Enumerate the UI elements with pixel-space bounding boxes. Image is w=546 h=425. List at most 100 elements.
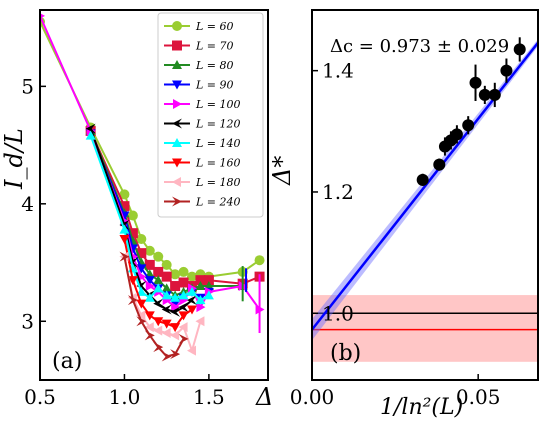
- series-7-point: [136, 299, 147, 309]
- series-6-point: [119, 224, 130, 234]
- series-6-point: [203, 290, 214, 300]
- series-5-point: [136, 281, 147, 292]
- series-1-point: [161, 271, 172, 282]
- series-1-point: [170, 281, 181, 292]
- series-1-point: [119, 201, 130, 212]
- series-8-point: [161, 328, 171, 339]
- series-6-point: [153, 283, 164, 293]
- series-1-point: [144, 259, 155, 270]
- series-9-point: [161, 351, 172, 362]
- series-7-point: [170, 323, 181, 333]
- legend-entry: L = 90: [195, 79, 234, 92]
- series-0-point: [119, 189, 130, 200]
- series-6-point: [85, 130, 96, 140]
- series-0-point: [254, 255, 265, 266]
- series-9-point: [127, 295, 138, 306]
- series-0-point: [153, 251, 164, 262]
- legend-marker: [172, 177, 181, 187]
- critical-band: [312, 295, 538, 362]
- series-9-point: [144, 330, 155, 341]
- data-point: [500, 64, 513, 77]
- series-0-point: [136, 234, 147, 245]
- series-7-point: [187, 305, 197, 315]
- series-5-point: [161, 304, 172, 315]
- x-tick-label: 0.5: [24, 385, 56, 409]
- series-line-9: [123, 256, 185, 358]
- panel-b-plot-area: [312, 37, 538, 362]
- series-9-point: [136, 316, 147, 327]
- series-7-point: [178, 311, 189, 321]
- series-6-point: [136, 286, 147, 296]
- series-1-point: [203, 275, 214, 286]
- y-tick-label: 1.4: [322, 59, 354, 83]
- series-6-point: [178, 290, 189, 300]
- panel-b-xlabel: 1/ln²(L): [380, 395, 463, 420]
- data-point: [462, 119, 475, 132]
- legend: L = 60 L = 70 L = 80 L = 90 L = 100 L = 120 L …: [157, 12, 264, 218]
- series-1-point: [127, 228, 138, 239]
- y-tick-label: 4: [21, 192, 34, 216]
- series-3-point: [136, 264, 147, 274]
- series-3-point: [170, 299, 181, 309]
- legend-marker: [172, 158, 182, 168]
- series-5-point: [170, 306, 181, 317]
- fit-line: [312, 41, 538, 331]
- legend-entry: L = 100: [195, 98, 241, 111]
- panel-a-plot-area: [40, 13, 265, 362]
- y-tick-label: 1.0: [322, 301, 354, 325]
- series-9-point: [170, 349, 181, 360]
- series-3-point: [144, 276, 155, 286]
- series-0-point: [127, 210, 138, 221]
- series-1-point: [153, 266, 164, 277]
- series-8-point: [170, 330, 180, 341]
- series-5-point: [178, 302, 189, 313]
- x-tick-label: 0.00: [290, 385, 335, 409]
- series-0-point: [161, 259, 172, 270]
- data-point: [416, 173, 429, 186]
- series-7-point: [161, 319, 172, 329]
- panel-b-annotation: Δc = 0.973 ± 0.029: [330, 36, 509, 57]
- panel-b-ticks: 0.00 0.05 1.0 1.2 1.4: [290, 59, 501, 409]
- legend-marker: [172, 40, 182, 51]
- legend-marker: [172, 80, 182, 90]
- legend-entry: L = 70: [195, 40, 234, 53]
- data-point: [488, 88, 501, 101]
- series-0-point: [187, 271, 197, 282]
- series-9-point: [153, 342, 164, 353]
- series-5-point: [153, 298, 164, 309]
- legend-entry: L = 180: [195, 176, 241, 189]
- series-4-point: [145, 281, 155, 292]
- legend-entry: L = 160: [195, 157, 241, 170]
- series-5-point: [187, 295, 197, 306]
- series-6-point: [144, 292, 155, 302]
- series-0-point: [170, 269, 181, 280]
- series-7-point: [127, 276, 138, 286]
- series-0-point: [144, 245, 155, 256]
- panel-b-label: (b): [330, 341, 361, 366]
- x-tick-label: 1.0: [109, 385, 141, 409]
- data-point: [450, 128, 463, 141]
- series-2-point: [153, 275, 164, 285]
- legend-marker: [172, 21, 182, 31]
- y-tick-label: 1.2: [322, 180, 354, 204]
- series-7-point: [119, 235, 130, 245]
- series-7-point: [144, 311, 155, 321]
- series-0-point: [178, 266, 189, 277]
- data-point: [478, 88, 491, 101]
- legend-marker: [172, 118, 182, 129]
- legend-marker: [172, 196, 182, 207]
- series-1-point: [178, 277, 189, 288]
- series-6-point: [187, 286, 197, 296]
- legend-marker: [172, 138, 182, 147]
- y-tick-label: 5: [21, 74, 34, 98]
- panel-a-ticks: 0.5 1.0 1.5 3 4 5: [21, 74, 225, 409]
- series-8-point: [136, 310, 146, 321]
- legend-entry: L = 80: [195, 59, 234, 72]
- series-5-point: [127, 257, 138, 268]
- series-5-point: [85, 123, 96, 134]
- series-8-point: [195, 316, 205, 327]
- panel-a-ylabel: I_d/L: [0, 128, 28, 190]
- legend-entry: L = 60: [195, 20, 234, 33]
- series-7-point: [153, 317, 164, 327]
- series-2-point: [161, 283, 172, 293]
